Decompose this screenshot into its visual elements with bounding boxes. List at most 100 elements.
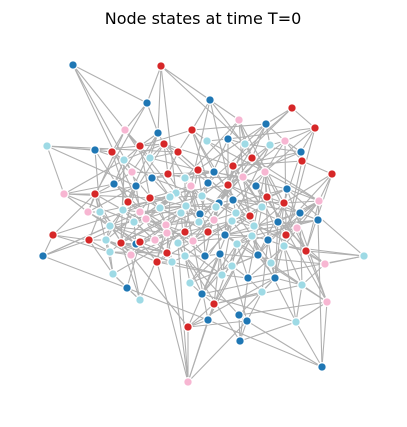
graph-edge xyxy=(246,320,323,368)
graph-edge xyxy=(131,171,169,175)
graph-node xyxy=(141,214,151,224)
graph-edge xyxy=(111,151,129,203)
graph-node xyxy=(359,251,369,261)
graph-edge xyxy=(266,196,328,303)
graph-edge xyxy=(221,220,233,276)
graph-node xyxy=(90,145,100,155)
graph-node xyxy=(135,207,145,217)
graph-node xyxy=(234,115,244,125)
graph-edge xyxy=(46,145,113,153)
graph-node xyxy=(90,189,100,199)
graph-node xyxy=(105,221,115,231)
graph-edge xyxy=(274,202,285,279)
graph-node xyxy=(240,139,250,149)
graph-edge xyxy=(160,65,177,194)
graph-node xyxy=(135,295,145,305)
graph-node xyxy=(153,128,163,138)
graph-edge xyxy=(187,303,215,328)
graph-edge xyxy=(124,102,148,131)
graph-node xyxy=(156,61,166,71)
graph-edge xyxy=(88,211,101,241)
graph-edge xyxy=(171,261,189,383)
graph-edge xyxy=(42,239,90,257)
graph-node xyxy=(145,193,155,203)
graph-edge xyxy=(238,301,328,316)
graph-node xyxy=(301,246,311,256)
graph-edge xyxy=(139,129,193,147)
graph-edge xyxy=(163,143,234,167)
graph-edge xyxy=(232,199,298,229)
graph-node xyxy=(279,241,289,251)
graph-edge xyxy=(156,261,189,383)
graph-node xyxy=(203,178,213,188)
graph-edge xyxy=(160,65,211,101)
graph-node xyxy=(262,192,272,202)
graph-edge xyxy=(42,211,141,257)
graph-node xyxy=(220,230,230,240)
graph-edge xyxy=(283,245,365,257)
graph-edge xyxy=(224,184,229,236)
graph-edge xyxy=(283,200,320,247)
graph-node xyxy=(260,167,270,177)
graph-node xyxy=(228,161,238,171)
graph-edge xyxy=(209,99,240,121)
graph-edge xyxy=(184,220,233,233)
graph-edge xyxy=(201,243,238,295)
graph-edge xyxy=(201,293,297,323)
graph-node xyxy=(159,139,169,149)
graph-node xyxy=(223,134,233,144)
graph-edge xyxy=(242,176,263,208)
graph-edge xyxy=(201,195,251,217)
graph-edge xyxy=(238,119,244,178)
graph-node xyxy=(127,167,137,177)
graph-node xyxy=(176,208,186,218)
graph-edge xyxy=(109,225,168,234)
graph-edge xyxy=(156,240,194,263)
graph-edge xyxy=(227,184,263,208)
graph-node xyxy=(238,172,248,182)
graph-edge xyxy=(264,140,286,173)
graph-edge xyxy=(184,255,241,342)
graph-edge xyxy=(154,221,200,241)
graph-edge xyxy=(251,123,267,159)
graph-edge xyxy=(189,253,221,284)
graph-node xyxy=(243,273,253,283)
graph-edge xyxy=(120,207,161,244)
graph-edge xyxy=(239,277,249,342)
graph-edge xyxy=(238,119,253,159)
graph-edge xyxy=(236,243,328,303)
graph-node xyxy=(211,202,221,212)
graph-node xyxy=(48,230,58,240)
graph-edge xyxy=(42,255,128,289)
graph-edge xyxy=(283,173,333,204)
graph-edge xyxy=(251,157,320,202)
graph-edge xyxy=(191,99,211,131)
graph-edge xyxy=(207,319,323,368)
graph-node xyxy=(209,215,219,225)
graph-edge xyxy=(231,220,276,279)
graph-edge xyxy=(286,188,365,257)
graph-edge xyxy=(105,211,141,241)
graph-edge xyxy=(157,65,162,134)
graph-node xyxy=(122,283,132,293)
graph-edge xyxy=(301,160,333,175)
graph-edge xyxy=(187,320,248,383)
graph-node xyxy=(173,238,183,248)
graph-node xyxy=(165,192,175,202)
graph-edge xyxy=(283,127,316,247)
graph-node xyxy=(147,173,157,183)
graph-edge xyxy=(213,171,251,217)
graph-edge xyxy=(236,243,249,279)
graph-node xyxy=(161,220,171,230)
graph-edge xyxy=(109,225,156,241)
graph-edge xyxy=(94,149,101,213)
graph-edge xyxy=(88,207,161,241)
graph-edge xyxy=(267,200,320,241)
graph-edge xyxy=(295,321,323,368)
graph-node xyxy=(163,169,173,179)
graph-edge xyxy=(199,176,244,215)
graph-edge xyxy=(149,185,192,199)
graph-edge xyxy=(120,205,187,244)
graph-node xyxy=(202,136,212,146)
graph-edge xyxy=(63,193,151,199)
